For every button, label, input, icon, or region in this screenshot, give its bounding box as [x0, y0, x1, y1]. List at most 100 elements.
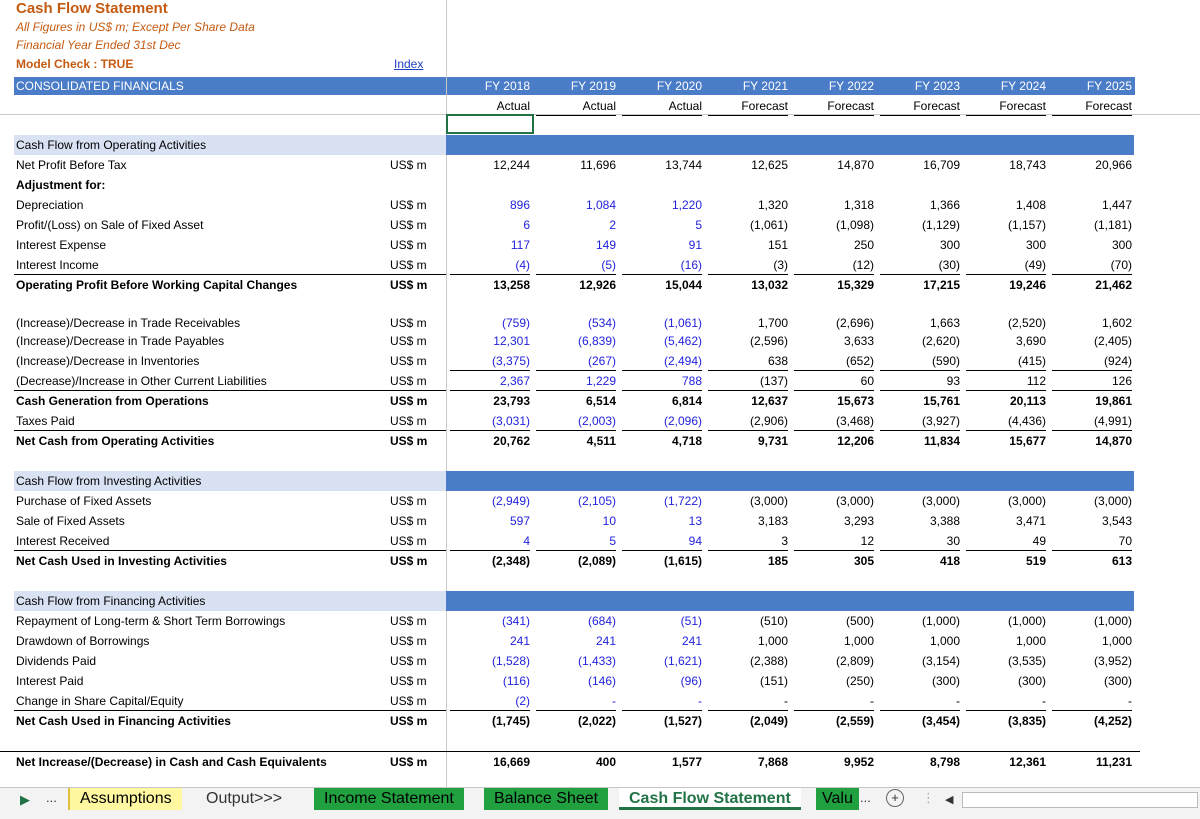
- cell-value[interactable]: 12,625: [751, 158, 788, 172]
- cell-value[interactable]: 1,602: [1101, 316, 1132, 330]
- cell-value[interactable]: (2,405): [1093, 334, 1132, 348]
- cell-value[interactable]: 1,447: [1101, 198, 1132, 212]
- cell-value[interactable]: 91: [688, 238, 702, 252]
- splitter-icon[interactable]: ⋮: [922, 790, 935, 805]
- cell-value[interactable]: 3,388: [929, 514, 960, 528]
- cell-value[interactable]: -: [708, 691, 788, 711]
- scroll-left-icon[interactable]: ◀: [945, 794, 954, 806]
- cell-value[interactable]: (2,089): [577, 554, 616, 568]
- cell-value[interactable]: (3,952): [1093, 654, 1132, 668]
- cell-value[interactable]: (4,436): [966, 411, 1046, 431]
- tab-output[interactable]: Output>>>: [206, 790, 283, 807]
- tabs-more-right[interactable]: ...: [860, 790, 871, 805]
- cell-value[interactable]: 1,408: [1015, 198, 1046, 212]
- selected-cell[interactable]: [446, 114, 534, 134]
- cell-value[interactable]: 300: [1111, 238, 1132, 252]
- cell-value[interactable]: (1,061): [749, 218, 788, 232]
- tab-cash-flow-statement[interactable]: Cash Flow Statement: [619, 788, 801, 810]
- tab-income-statement[interactable]: Income Statement: [314, 788, 464, 810]
- cell-value[interactable]: (3): [708, 255, 788, 275]
- cell-value[interactable]: (2,620): [921, 334, 960, 348]
- cell-value[interactable]: 250: [853, 238, 874, 252]
- cell-value[interactable]: (49): [966, 255, 1046, 275]
- cell-value[interactable]: (1,615): [663, 554, 702, 568]
- cell-value[interactable]: 13,744: [665, 158, 702, 172]
- cell-value[interactable]: 15,044: [665, 278, 702, 292]
- cell-value[interactable]: 11,696: [580, 158, 616, 172]
- cell-value[interactable]: (96): [680, 674, 702, 688]
- cell-value[interactable]: (2): [450, 691, 530, 711]
- cell-value[interactable]: (3,835): [1007, 714, 1046, 728]
- cell-value[interactable]: (510): [759, 614, 788, 628]
- cell-value[interactable]: 241: [681, 634, 702, 648]
- cell-value[interactable]: (652): [794, 351, 874, 371]
- cell-value[interactable]: (500): [845, 614, 874, 628]
- cell-value[interactable]: (1,621): [663, 654, 702, 668]
- cell-value[interactable]: 70: [1052, 531, 1132, 551]
- cell-value[interactable]: (1,722): [663, 494, 702, 508]
- cell-value[interactable]: 3,633: [843, 334, 874, 348]
- cell-value[interactable]: (3,000): [835, 494, 874, 508]
- cell-value[interactable]: 20,762: [493, 434, 530, 448]
- cell-value[interactable]: (3,375): [450, 351, 530, 371]
- cell-value[interactable]: 1,000: [1101, 634, 1132, 648]
- cell-value[interactable]: 112: [966, 371, 1046, 391]
- add-sheet-icon[interactable]: +: [886, 789, 904, 807]
- cell-value[interactable]: 241: [595, 634, 616, 648]
- cell-value[interactable]: (590): [880, 351, 960, 371]
- cell-value[interactable]: 896: [509, 198, 530, 212]
- cell-value[interactable]: 1,220: [671, 198, 702, 212]
- cell-value[interactable]: (1,129): [921, 218, 960, 232]
- cell-value[interactable]: 93: [880, 371, 960, 391]
- cell-value[interactable]: -: [1052, 691, 1132, 711]
- cell-value[interactable]: (3,154): [921, 654, 960, 668]
- cell-value[interactable]: (2,906): [708, 411, 788, 431]
- cell-value[interactable]: 3,543: [1101, 514, 1132, 528]
- cell-value[interactable]: 418: [939, 554, 960, 568]
- cell-value[interactable]: 1,000: [843, 634, 874, 648]
- cell-value[interactable]: 60: [794, 371, 874, 391]
- cell-value[interactable]: (2,022): [577, 714, 616, 728]
- cell-value[interactable]: -: [966, 691, 1046, 711]
- cell-value[interactable]: 3,471: [1015, 514, 1046, 528]
- cell-value[interactable]: 11,834: [923, 434, 960, 448]
- cell-value[interactable]: 1,366: [929, 198, 960, 212]
- cell-value[interactable]: 11,231: [1095, 755, 1132, 769]
- cell-value[interactable]: (30): [880, 255, 960, 275]
- cell-value[interactable]: (534): [587, 316, 616, 330]
- cell-value[interactable]: 185: [767, 554, 788, 568]
- cell-value[interactable]: 17,215: [923, 278, 960, 292]
- cell-value[interactable]: (116): [502, 674, 530, 688]
- cell-value[interactable]: 3,183: [757, 514, 788, 528]
- cell-value[interactable]: (2,388): [749, 654, 788, 668]
- cell-value[interactable]: (3,000): [1093, 494, 1132, 508]
- cell-value[interactable]: (137): [708, 371, 788, 391]
- cell-value[interactable]: 1,577: [671, 755, 702, 769]
- cell-value[interactable]: 1,663: [929, 316, 960, 330]
- cell-value[interactable]: 13,032: [751, 278, 788, 292]
- cell-value[interactable]: 1,229: [536, 371, 616, 391]
- cell-value[interactable]: 15,673: [837, 394, 874, 408]
- cell-value[interactable]: (415): [966, 351, 1046, 371]
- cell-value[interactable]: (1,157): [1007, 218, 1046, 232]
- cell-value[interactable]: 3,690: [1015, 334, 1046, 348]
- cell-value[interactable]: (5): [536, 255, 616, 275]
- cell-value[interactable]: 16,669: [493, 755, 530, 769]
- cell-value[interactable]: 12,926: [579, 278, 616, 292]
- cell-value[interactable]: 12,244: [493, 158, 530, 172]
- cell-value[interactable]: (267): [536, 351, 616, 371]
- cell-value[interactable]: 300: [1025, 238, 1046, 252]
- cell-value[interactable]: 4,718: [671, 434, 702, 448]
- cell-value[interactable]: (2,494): [622, 351, 702, 371]
- cell-value[interactable]: 15,677: [1009, 434, 1046, 448]
- cell-value[interactable]: (1,181): [1093, 218, 1132, 232]
- cell-value[interactable]: 1,318: [843, 198, 874, 212]
- cell-value[interactable]: -: [622, 691, 702, 711]
- cell-value[interactable]: (1,000): [921, 614, 960, 628]
- cell-value[interactable]: -: [536, 691, 616, 711]
- cell-value[interactable]: (759): [501, 316, 530, 330]
- cell-value[interactable]: (3,000): [749, 494, 788, 508]
- cell-value[interactable]: (300): [931, 674, 960, 688]
- cell-value[interactable]: 613: [1111, 554, 1132, 568]
- cell-value[interactable]: (300): [1103, 674, 1132, 688]
